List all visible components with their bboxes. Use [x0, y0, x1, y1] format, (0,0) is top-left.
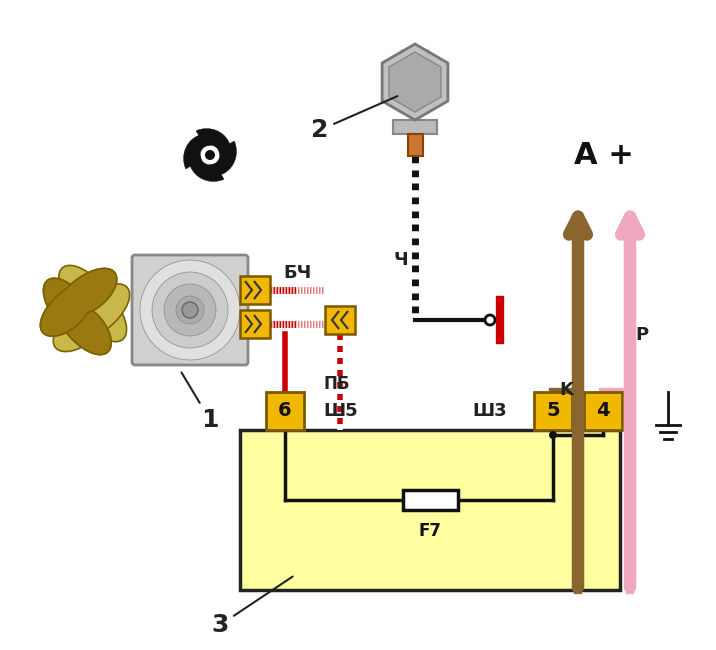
- Text: БЧ: БЧ: [284, 264, 311, 282]
- Bar: [403, 490, 458, 510]
- Polygon shape: [44, 278, 111, 354]
- FancyBboxPatch shape: [584, 392, 622, 430]
- Bar: [401, 50, 429, 53]
- Bar: [401, 60, 429, 63]
- Text: K: K: [559, 381, 573, 399]
- Circle shape: [152, 272, 228, 348]
- Text: P: P: [635, 326, 648, 344]
- Text: 5: 5: [546, 402, 560, 421]
- Text: Ч: Ч: [394, 251, 408, 269]
- FancyBboxPatch shape: [325, 306, 355, 334]
- Text: Ш5: Ш5: [323, 402, 357, 420]
- Polygon shape: [53, 284, 130, 352]
- Circle shape: [485, 315, 495, 325]
- Polygon shape: [389, 52, 441, 112]
- Bar: [401, 70, 429, 73]
- Polygon shape: [382, 44, 448, 120]
- FancyBboxPatch shape: [132, 255, 248, 365]
- Polygon shape: [196, 129, 231, 155]
- Polygon shape: [40, 268, 117, 336]
- Text: 4: 4: [596, 402, 610, 421]
- FancyBboxPatch shape: [266, 392, 304, 430]
- Polygon shape: [59, 265, 127, 342]
- Circle shape: [182, 302, 198, 318]
- Circle shape: [205, 150, 215, 160]
- FancyBboxPatch shape: [534, 392, 572, 430]
- Text: 6: 6: [279, 402, 292, 421]
- Polygon shape: [40, 268, 117, 336]
- Polygon shape: [211, 141, 236, 176]
- FancyBboxPatch shape: [240, 276, 270, 304]
- Text: 2: 2: [311, 96, 397, 142]
- Circle shape: [164, 284, 216, 336]
- FancyBboxPatch shape: [240, 310, 270, 338]
- Bar: [408, 134, 423, 156]
- Text: ПБ: ПБ: [324, 375, 350, 393]
- Circle shape: [140, 260, 240, 360]
- FancyBboxPatch shape: [240, 430, 620, 590]
- Circle shape: [176, 296, 204, 324]
- Polygon shape: [183, 134, 210, 169]
- Polygon shape: [189, 155, 224, 181]
- Bar: [401, 55, 429, 58]
- Text: 1: 1: [181, 372, 219, 432]
- Text: 3: 3: [211, 577, 293, 637]
- Bar: [401, 65, 429, 68]
- Bar: [393, 120, 437, 134]
- Text: F7: F7: [418, 522, 442, 540]
- Bar: [401, 75, 429, 78]
- Text: Ш3: Ш3: [473, 402, 507, 420]
- Circle shape: [549, 431, 557, 439]
- Polygon shape: [44, 278, 111, 354]
- Text: A +: A +: [574, 140, 634, 170]
